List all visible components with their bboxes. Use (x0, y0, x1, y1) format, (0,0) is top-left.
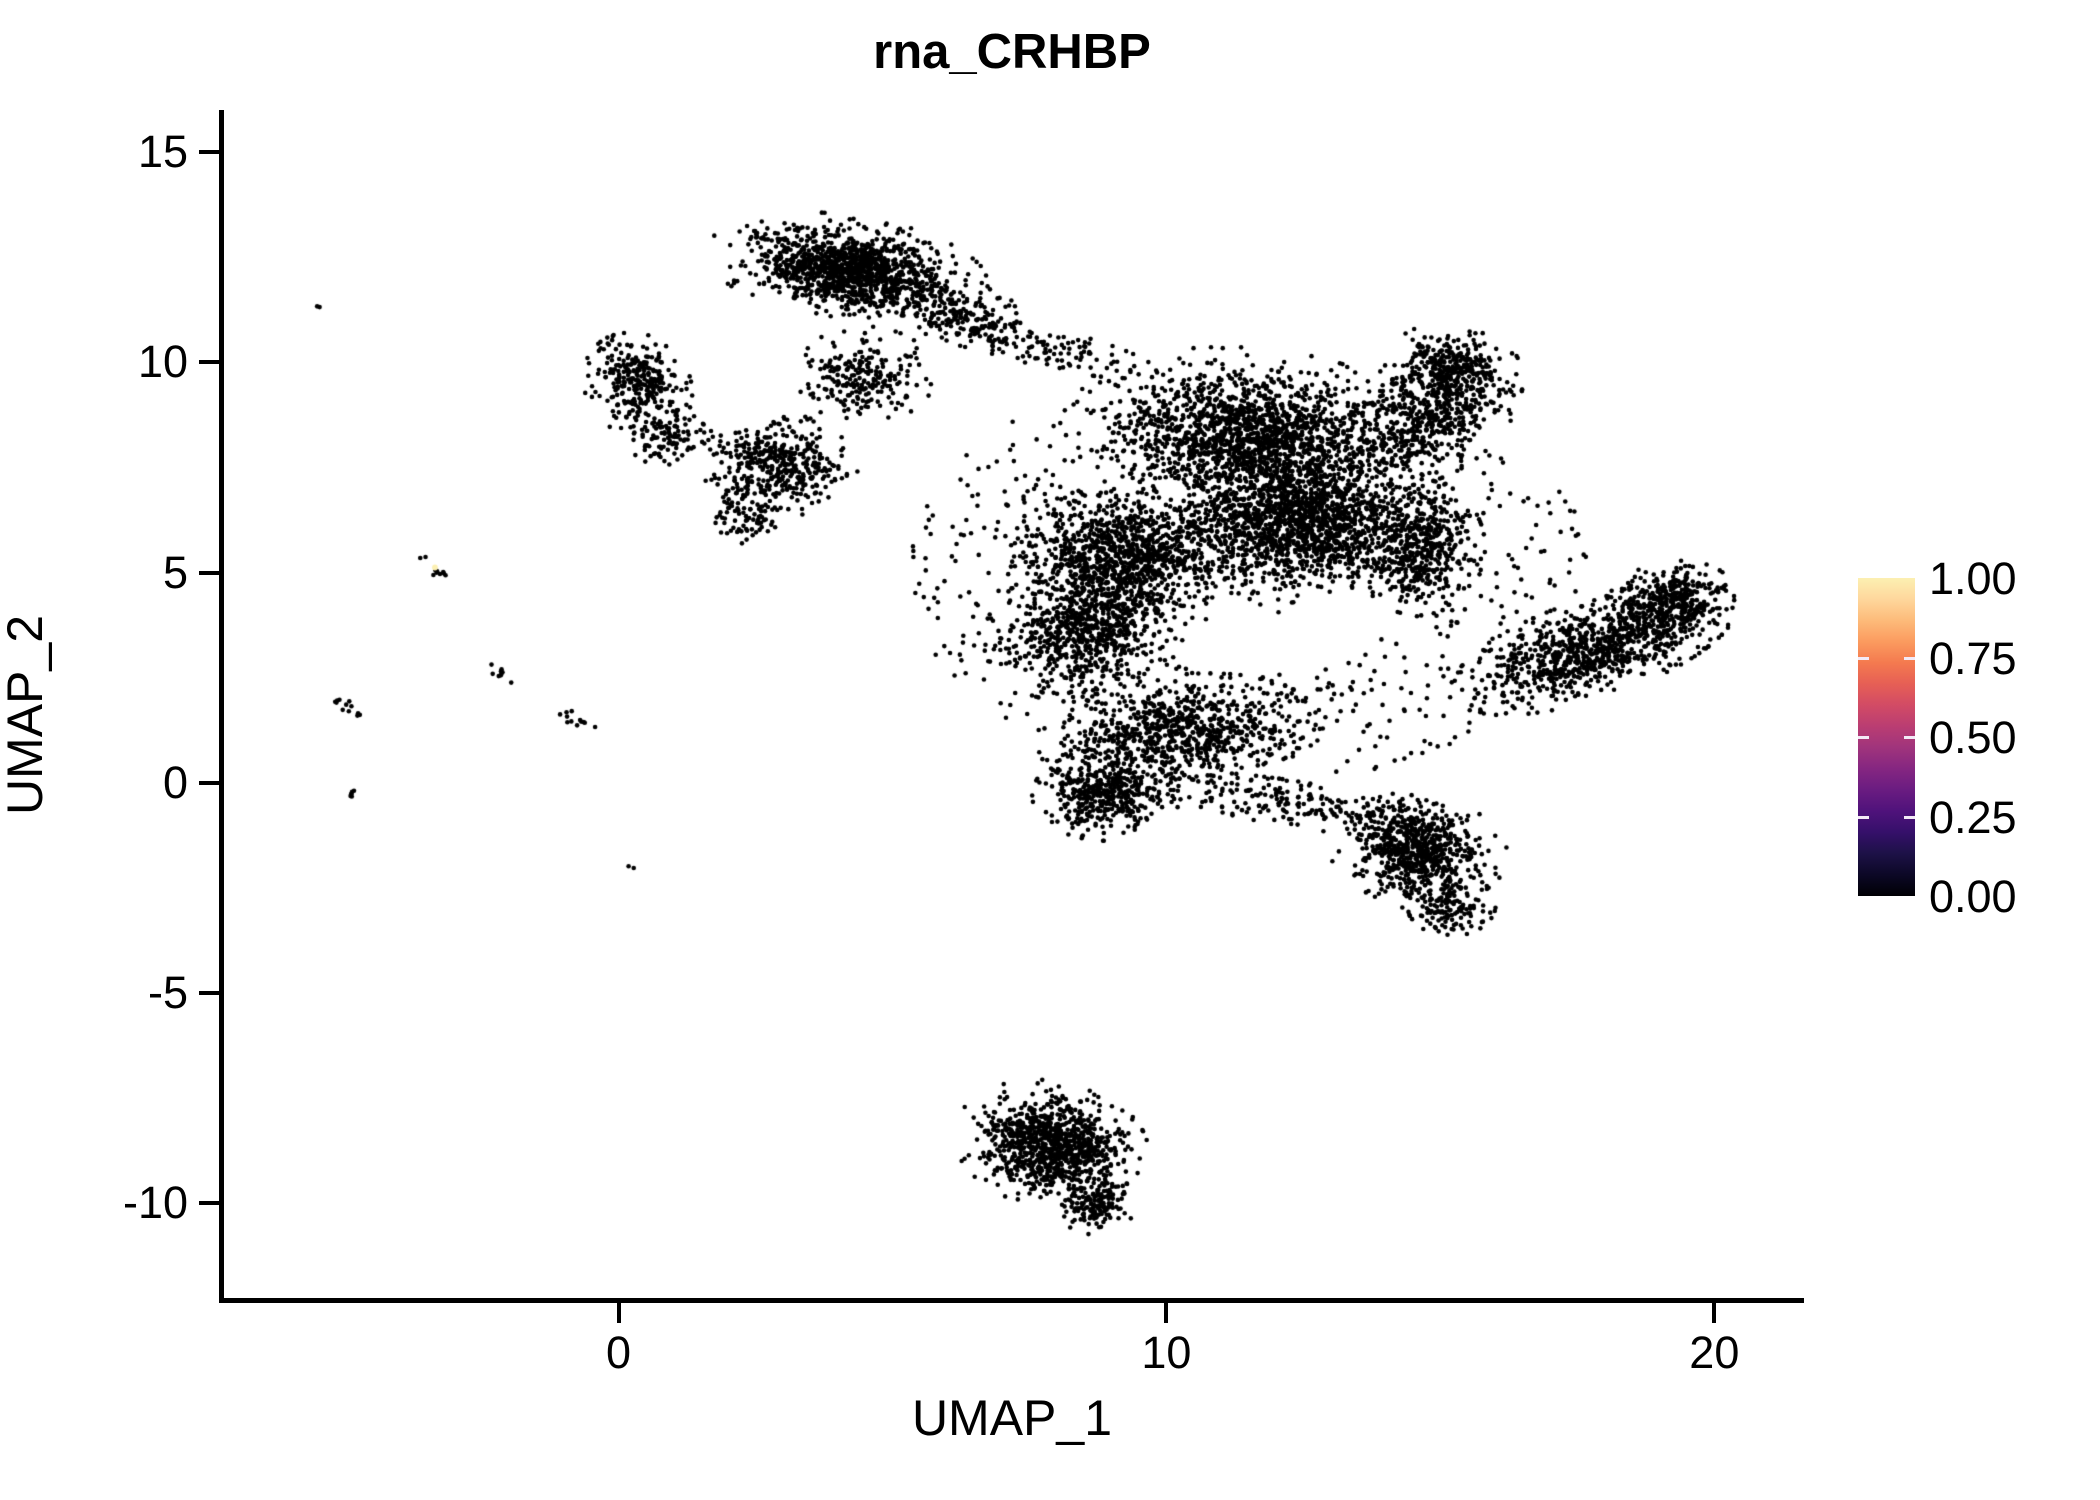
colorbar-tick-label: 0.25 (1929, 791, 2017, 843)
colorbar-tick-mark (1904, 736, 1915, 739)
x-tick-mark (1712, 1303, 1717, 1323)
colorbar-tick-label: 1.00 (1929, 553, 2017, 604)
plot-panel (224, 110, 1802, 1300)
y-axis-title: UMAP_2 (0, 614, 53, 816)
page-title: rna_CRHBP (873, 25, 1151, 79)
y-tick-label: 15 (137, 126, 188, 178)
colorbar-tick-mark (1858, 736, 1869, 739)
colorbar-tick-label: 0.00 (1929, 871, 2017, 922)
x-tick-label: 20 (1689, 1327, 1740, 1378)
scatter-plot-canvas (224, 110, 1802, 1300)
y-tick-mark (199, 1201, 219, 1206)
x-tick-label: 0 (605, 1327, 632, 1378)
colorbar-tick-label: 0.50 (1929, 712, 2017, 763)
y-tick-mark (199, 570, 219, 575)
y-tick-label: 0 (162, 756, 188, 808)
y-tick-label: -5 (147, 967, 188, 1019)
y-tick-mark (199, 360, 219, 365)
x-tick-mark (1164, 1303, 1169, 1323)
colorbar-tick-mark (1858, 656, 1869, 660)
y-tick-mark (199, 780, 219, 785)
y-tick-label: 5 (162, 546, 188, 598)
colorbar-tick-mark (1904, 656, 1915, 660)
y-tick-mark (199, 991, 219, 996)
x-tick-label: 10 (1141, 1327, 1192, 1378)
y-tick-label: 10 (137, 336, 188, 388)
y-axis-line (219, 110, 224, 1303)
colorbar-tick-mark (1858, 815, 1869, 819)
x-axis-line (219, 1298, 1804, 1303)
y-tick-label: -10 (122, 1177, 188, 1229)
colorbar-tick-mark (1904, 815, 1915, 819)
colorbar-legend: 1.00 0.75 0.50 0.25 0.00 (1855, 556, 2095, 919)
x-axis-title: UMAP_1 (911, 1390, 1113, 1446)
x-tick-mark (616, 1303, 621, 1323)
y-tick-mark (199, 150, 219, 155)
colorbar-tick-label: 0.75 (1929, 632, 2017, 684)
